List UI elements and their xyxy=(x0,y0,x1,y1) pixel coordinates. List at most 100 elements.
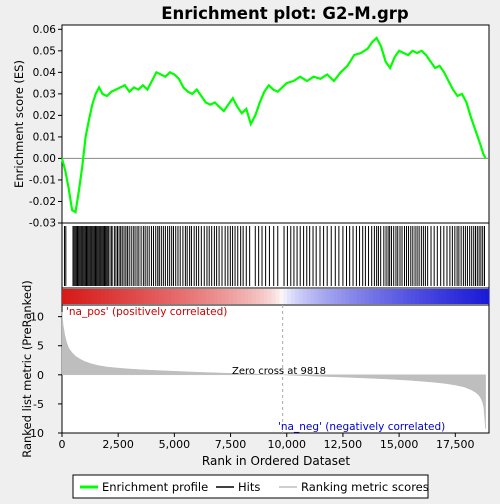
colorbar-segment xyxy=(360,289,366,304)
colorbar-segment xyxy=(155,289,160,304)
colorbar-segment xyxy=(380,289,385,304)
legend: Enrichment profile Hits Ranking metric sco… xyxy=(80,480,429,494)
colorbar-segment xyxy=(461,289,467,304)
hits-marks xyxy=(63,226,486,286)
legend-enrichment-label: Enrichment profile xyxy=(102,480,208,494)
colorbar-segment xyxy=(438,289,443,304)
rank-x-tick-label: 7,500 xyxy=(215,438,247,451)
es-y-tick-label: 0.05 xyxy=(33,45,56,57)
colorbar-segment xyxy=(116,289,121,304)
chart-title: Enrichment plot: G2-M.grp xyxy=(161,4,409,23)
colorbar-segment xyxy=(368,289,374,304)
colorbar-segment xyxy=(69,289,75,304)
colorbar-segment xyxy=(310,289,315,304)
colorbar-segment xyxy=(419,289,424,304)
colorbar-segment xyxy=(256,289,261,304)
es-y-tick-label: -0.03 xyxy=(29,218,56,230)
colorbar-segment xyxy=(434,289,440,304)
colorbar-segment xyxy=(190,289,195,304)
rank-colorbar xyxy=(62,289,490,304)
es-y-tick-label: 0.02 xyxy=(33,110,56,122)
colorbar-segment xyxy=(279,289,284,304)
colorbar-segment xyxy=(62,289,67,304)
colorbar-segment xyxy=(329,289,335,304)
colorbar-segment xyxy=(372,289,377,304)
colorbar-segment xyxy=(93,289,98,304)
colorbar-segment xyxy=(170,289,176,304)
rank-y-tick-label: 0 xyxy=(37,369,44,382)
colorbar-segment xyxy=(85,289,90,304)
colorbar-segment xyxy=(244,289,249,304)
colorbar-segment xyxy=(77,289,82,304)
es-y-tick-label: -0.01 xyxy=(29,174,56,186)
colorbar-segment xyxy=(333,289,339,304)
colorbar-segment xyxy=(481,289,486,304)
colorbar-segment xyxy=(120,289,125,304)
rank-y-tick-label: -5 xyxy=(33,398,44,411)
colorbar-segment xyxy=(73,289,79,304)
colorbar-segment xyxy=(139,289,145,304)
positive-correlation-label: 'na_pos' (positively correlated) xyxy=(66,306,227,318)
colorbar-segment xyxy=(205,289,211,304)
colorbar-segment xyxy=(213,289,218,304)
colorbar-segment xyxy=(159,289,164,304)
colorbar-segment xyxy=(221,289,226,304)
rank-x-tick-label: 12,500 xyxy=(324,438,363,451)
colorbar-segment xyxy=(124,289,129,304)
colorbar-segment xyxy=(442,289,447,304)
colorbar-segment xyxy=(228,289,234,304)
colorbar-segment xyxy=(364,289,370,304)
colorbar-segment xyxy=(291,289,296,304)
colorbar-segment xyxy=(399,289,405,304)
colorbar-segment xyxy=(271,289,277,304)
colorbar-segment xyxy=(112,289,117,304)
rank-x-tick-label: 2,500 xyxy=(102,438,134,451)
legend-box xyxy=(72,474,429,499)
colorbar-segment xyxy=(298,289,304,304)
ranking-metric-area xyxy=(61,311,486,429)
colorbar-segment xyxy=(217,289,222,304)
colorbar-segment xyxy=(326,289,331,304)
rank-x-tick-label: 10,000 xyxy=(267,438,306,451)
colorbar-segment xyxy=(446,289,451,304)
colorbar-segment xyxy=(403,289,409,304)
colorbar-segment xyxy=(143,289,148,304)
colorbar-segment xyxy=(426,289,432,304)
colorbar-segment xyxy=(430,289,436,304)
colorbar-segment xyxy=(135,289,141,304)
colorbar-segment xyxy=(450,289,455,304)
rank-x-tick-label: 0 xyxy=(59,438,66,451)
rank-y-axis: 10 5 0 -5 -10 xyxy=(26,311,62,440)
enrichment-profile-line xyxy=(60,36,487,215)
colorbar-segment xyxy=(263,289,269,304)
rank-y-axis-label: Ranked list metric (PreRanked) xyxy=(20,280,34,458)
es-y-tick-label: -0.02 xyxy=(29,196,56,208)
colorbar-segment xyxy=(415,289,420,304)
colorbar-segment xyxy=(302,289,308,304)
colorbar-segment xyxy=(294,289,300,304)
colorbar-segment xyxy=(166,289,172,304)
colorbar-segment xyxy=(357,289,362,304)
colorbar-segment xyxy=(283,289,288,304)
colorbar-segment xyxy=(248,289,253,304)
colorbar-segment xyxy=(423,289,428,304)
colorbar-segment xyxy=(314,289,319,304)
colorbar-segment xyxy=(287,289,292,304)
colorbar-segment xyxy=(162,289,168,304)
colorbar-segment xyxy=(384,289,389,304)
rank-x-tick-label: 15,000 xyxy=(380,438,419,451)
colorbar-segment xyxy=(260,289,265,304)
rank-x-tick-label: 17,500 xyxy=(436,438,475,451)
colorbar-segment xyxy=(104,289,110,304)
colorbar-segment xyxy=(252,289,257,304)
es-y-tick-label: 0.01 xyxy=(33,131,56,143)
colorbar-segment xyxy=(454,289,459,304)
colorbar-segment xyxy=(465,289,471,304)
colorbar-segment xyxy=(147,289,152,304)
rank-x-tick-label: 5,000 xyxy=(159,438,191,451)
colorbar-segment xyxy=(96,289,102,304)
rank-x-axis: 0 2,500 5,000 7,500 10,000 12,500 15,000 17,500 xyxy=(59,433,475,451)
colorbar-segment xyxy=(388,289,393,304)
